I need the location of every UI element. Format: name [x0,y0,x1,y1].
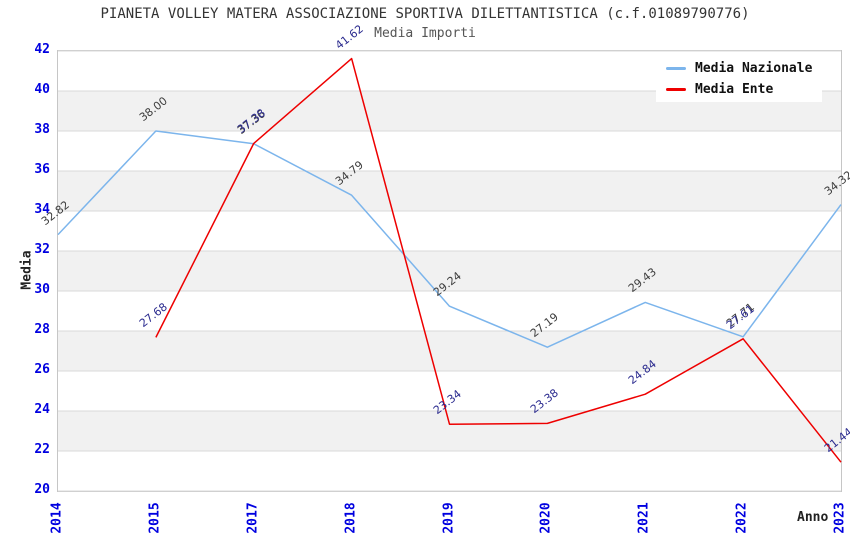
y-tick-label: 22 [34,442,50,457]
x-tick-label: 2018 [343,502,359,534]
legend-item-media-ente[interactable]: Media Ente [666,81,812,97]
legend-item-label: Media Ente [695,81,774,97]
chart-title: PIANETA VOLLEY MATERA ASSOCIAZIONE SPORT… [100,6,750,22]
legend-line-icon [666,66,686,70]
series-canvas [57,50,842,492]
legend-item-media-nazionale[interactable]: Media Nazionale [666,60,812,76]
plot-area: 32.82 38.00 37.36 34.79 29.24 27.19 29.43 27.71… [39,22,850,492]
y-tick-label: 28 [34,322,50,337]
y-tick-label: 38 [34,122,50,137]
y-tick-label: 26 [34,362,50,377]
x-tick-label: 2017 [245,502,261,534]
x-tick-label: 2021 [636,502,652,534]
y-tick-label: 34 [34,202,50,217]
x-tick-label: 2015 [147,502,163,534]
legend: Media Nazionale Media Ente [656,56,823,102]
x-tick-label: 2020 [538,502,554,534]
y-tick-label: 24 [34,402,50,417]
y-tick-label: 30 [34,282,50,297]
y-tick-label: 32 [34,242,50,257]
legend-item-label: Media Nazionale [695,60,813,76]
series-line-media-ente[interactable] [155,57,842,463]
x-tick-label: 2014 [49,502,65,534]
legend-line-icon [666,87,686,91]
x-axis-label: Anno [797,510,829,525]
y-tick-label: 42 [34,42,50,57]
x-tick-label: 2023 [832,502,848,534]
y-tick-label: 40 [34,82,50,97]
y-tick-label: 36 [34,162,50,177]
x-tick-label: 2022 [734,502,750,534]
x-tick-label: 2019 [441,502,456,534]
y-tick-label: 20 [34,482,50,497]
chart-subtitle: Media Importi [374,26,476,41]
series-line-media-nazionale[interactable] [57,130,842,348]
